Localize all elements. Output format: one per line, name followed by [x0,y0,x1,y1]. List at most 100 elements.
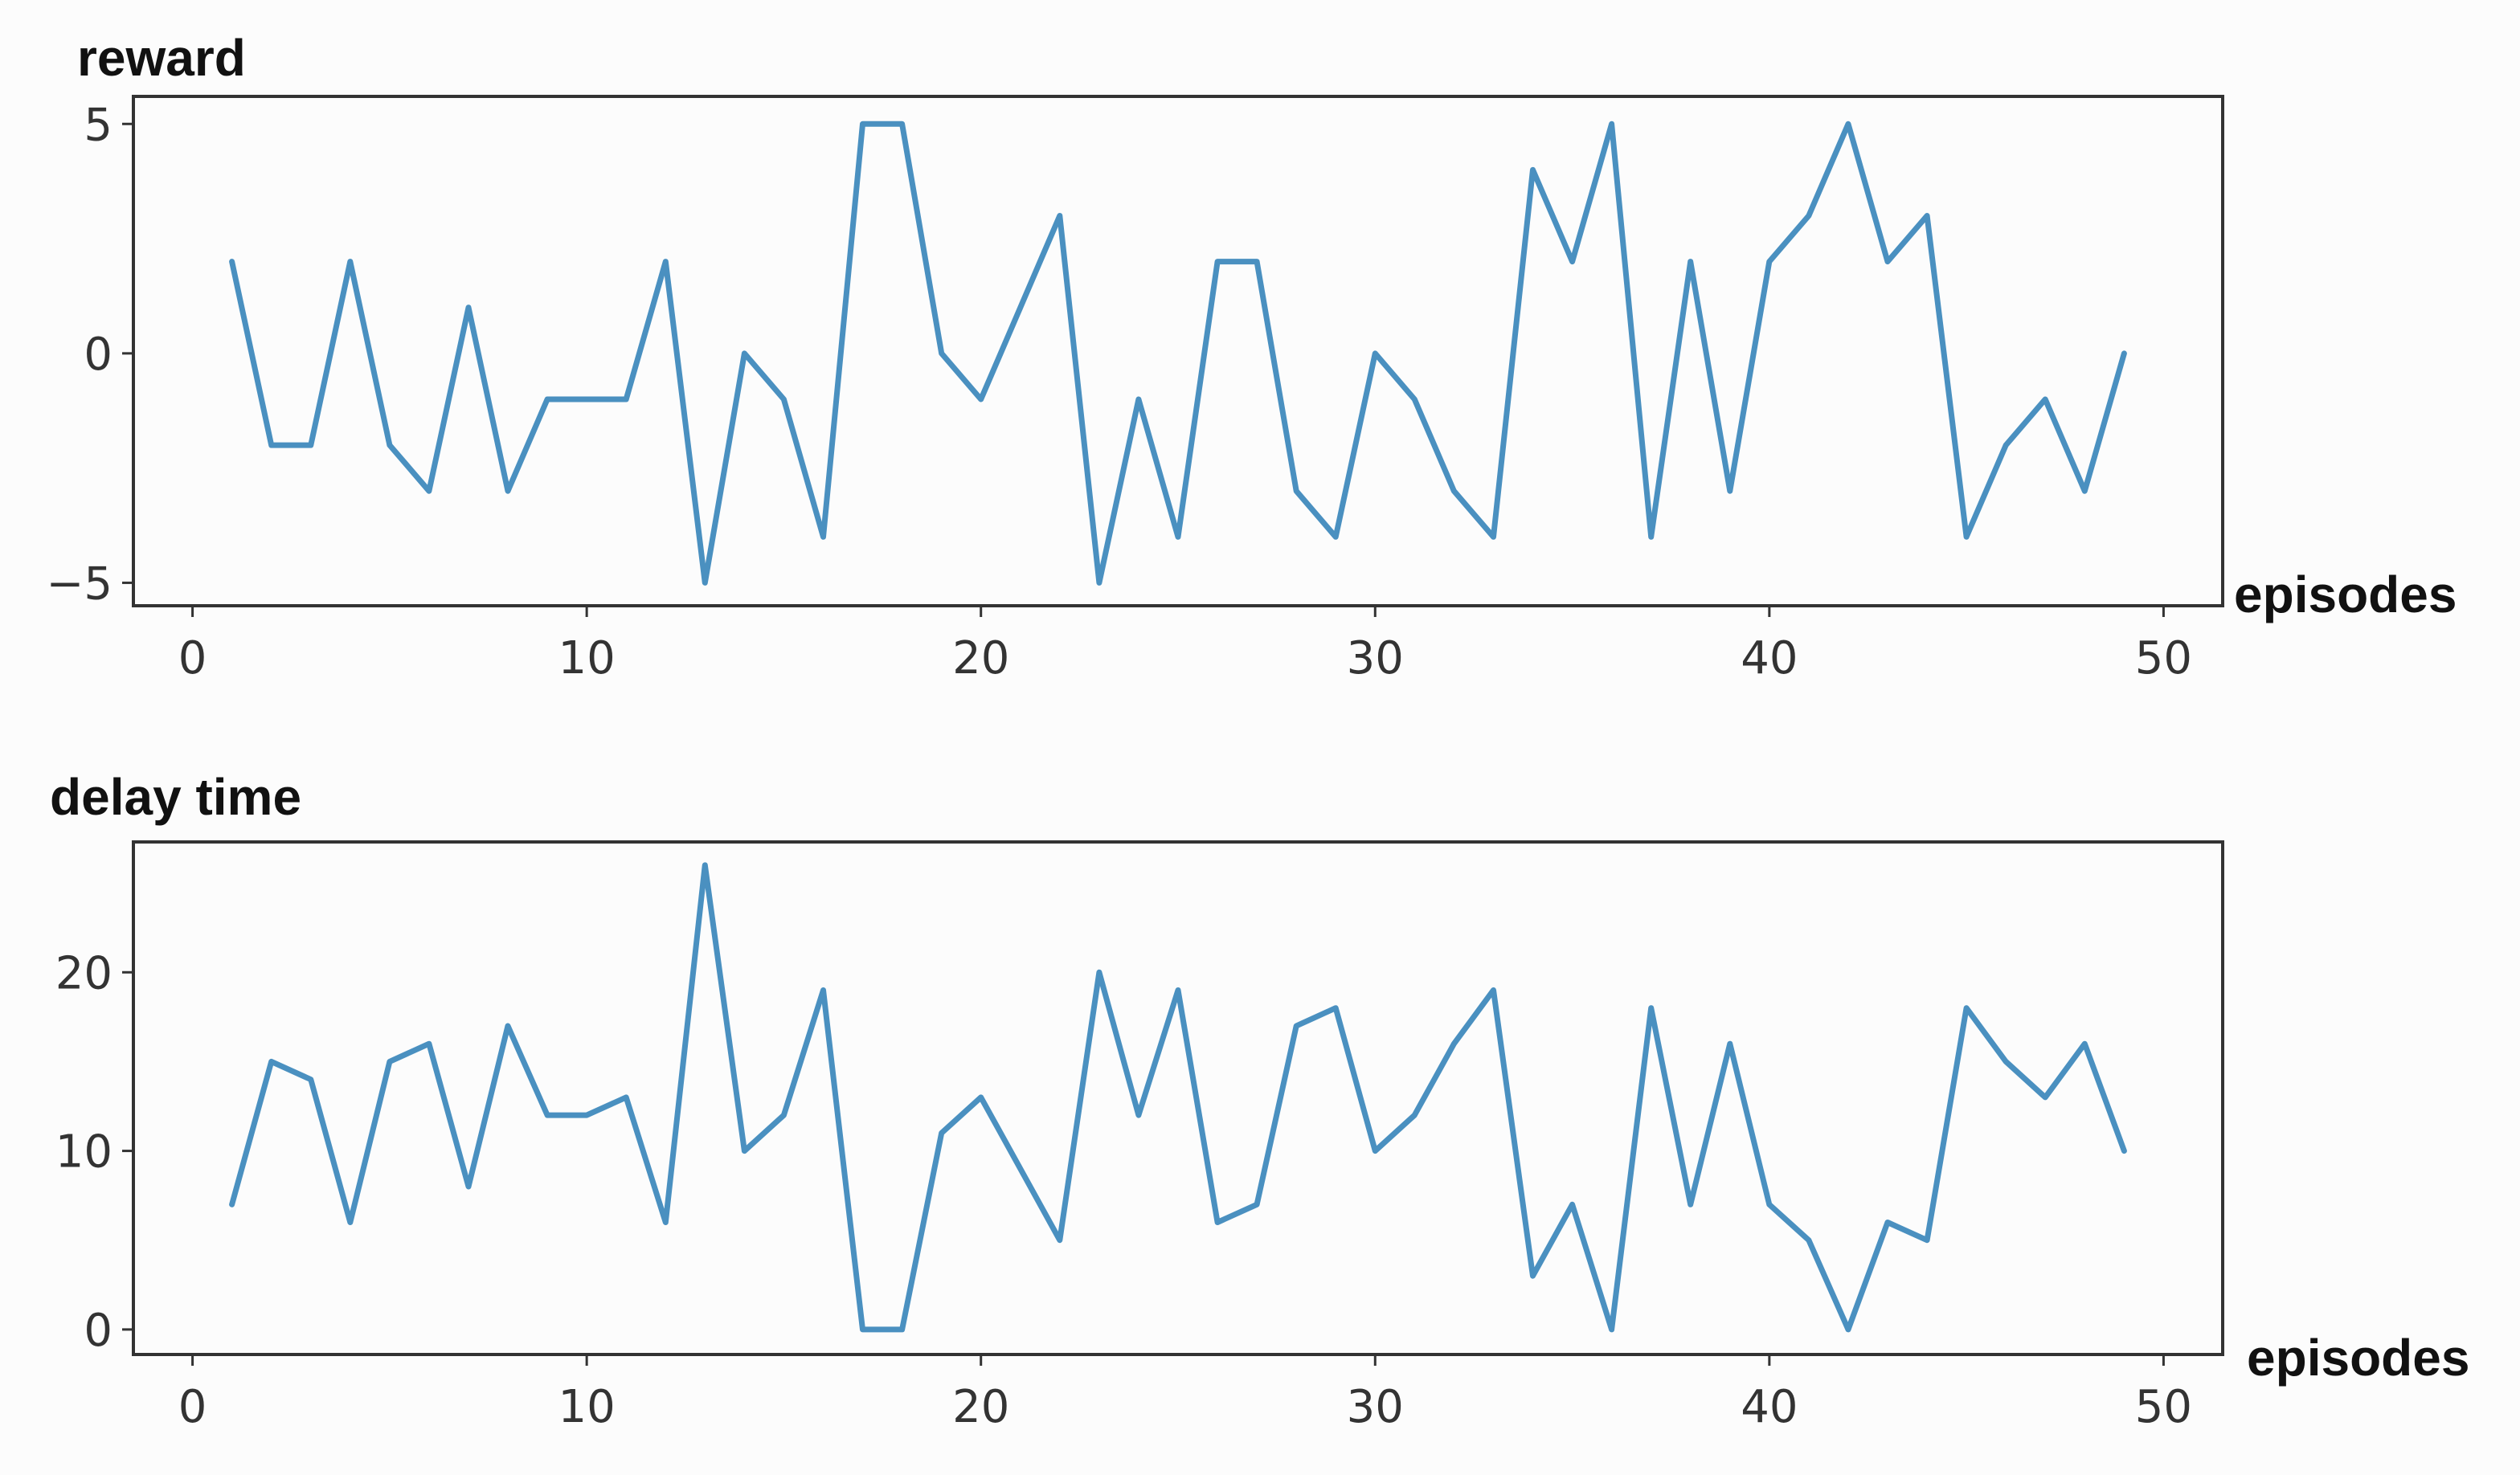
reward-data-point [1295,489,1299,493]
delay-time-x-tick-label: 0 [178,1381,207,1433]
reward-data-point [1413,398,1417,401]
reward-data-point [1176,535,1180,539]
delay-time-data-point [1806,1238,1810,1242]
delay-time-data-point [2083,1042,2087,1046]
reward-data-point [1531,168,1535,172]
delay-time-data-point [1255,1203,1259,1207]
delay-time-data-point [1688,1203,1692,1207]
delay-time-data-point [427,1042,431,1046]
reward-data-point [1806,214,1810,218]
reward-y-axis-label: reward [77,29,246,87]
delay-time-data-point [1295,1024,1299,1028]
reward-x-tick-label: 20 [952,632,1009,684]
reward-data-point [1334,535,1338,539]
reward-data-point [1965,535,1969,539]
reward-data-point [1097,581,1101,585]
reward-data-point [1255,259,1259,264]
delay-time-data-point [1136,1113,1140,1117]
delay-time-data-point [742,1149,747,1153]
delay-time-data-point [1965,1006,1969,1010]
reward-data-point [1767,259,1771,264]
reward-data-point [269,443,273,447]
reward-y-tick-label: 5 [84,99,112,151]
delay-time-data-point [230,1203,234,1207]
reward-data-point [2122,351,2126,355]
reward-data-point [1886,259,1889,264]
delay-time-data-point [467,1185,470,1188]
delay-time-data-point [782,1113,786,1117]
delay-time-data-point [1767,1203,1771,1207]
delay-time-data-point [1018,1167,1022,1171]
delay-time-data-point [387,1060,391,1064]
delay-time-data-point [1649,1006,1653,1010]
reward-data-point [1610,122,1614,126]
delay-time-data-point [2122,1149,2126,1153]
delay-time-data-point [1531,1274,1535,1278]
delay-time-data-point [506,1024,509,1028]
delay-time-data-point [1097,970,1101,974]
delay-time-data-point [1216,1220,1220,1224]
reward-data-point [1373,351,1377,355]
delay-time-data-point [1413,1113,1417,1117]
delay-time-x-tick-label: 40 [1741,1381,1798,1433]
reward-data-point [900,122,904,126]
reward-data-point [742,351,747,355]
delay-time-data-point [1847,1327,1850,1331]
reward-y-ticks: −5 0 5 [46,99,133,610]
delay-time-data-point [624,1095,628,1099]
reward-y-tick-label: −5 [46,558,112,610]
delay-time-data-point [1334,1006,1338,1010]
delay-time-y-tick-label: 10 [55,1126,112,1179]
delay-time-x-ticks: 0 10 20 30 40 50 [178,1354,2192,1433]
reward-data-point [1136,398,1140,401]
delay-time-series-group [229,862,2127,1333]
reward-data-point [2083,489,2087,493]
delay-time-data-point [546,1113,550,1117]
delay-time-data-point [939,1131,943,1135]
reward-panel: reward episodes 0 10 20 30 40 50 −5 0 5 [46,29,2457,684]
reward-data-point [585,398,589,401]
delay-time-data-point [1570,1203,1574,1207]
reward-data-point [1728,489,1732,493]
reward-data-point [703,581,707,585]
reward-data-point [1925,214,1929,218]
reward-x-tick-label: 10 [558,632,616,684]
reward-data-point [1216,259,1220,264]
reward-x-tick-label: 40 [1741,632,1798,684]
delay-time-data-point [1373,1149,1377,1153]
reward-data-point [664,259,668,264]
delay-time-y-tick-label: 20 [55,947,112,999]
reward-x-ticks: 0 10 20 30 40 50 [178,606,2192,684]
reward-x-axis-label: episodes [2234,566,2457,623]
delay-time-plot-frame [132,840,2224,1356]
delay-time-data-point [1728,1042,1732,1046]
delay-time-data-point [1452,1042,1456,1046]
delay-time-data-point [664,1220,668,1224]
delay-time-y-axis-label: delay time [50,768,301,826]
delay-time-x-tick-label: 50 [2135,1381,2192,1433]
delay-time-panel: delay time episodes 0 10 20 30 40 50 0 10 20 [50,768,2469,1433]
reward-data-point [1847,122,1850,126]
reward-data-point [782,398,786,401]
reward-data-point [506,489,509,493]
reward-data-point [230,259,234,264]
reward-data-point [979,398,983,401]
delay-time-x-tick-label: 30 [1347,1381,1404,1433]
reward-series-group [229,121,2127,586]
delay-time-data-point [1176,988,1180,992]
reward-data-point [624,398,628,401]
delay-time-x-axis-label: episodes [2247,1329,2469,1387]
delay-time-data-point [1058,1238,1062,1242]
delay-time-data-point [861,1327,865,1331]
delay-time-data-point [2004,1060,2008,1064]
delay-time-data-point [703,863,707,867]
reward-data-point [467,305,470,309]
reward-data-point [1688,259,1692,264]
reward-data-point [387,443,391,447]
delay-time-data-point [1886,1220,1889,1224]
reward-data-point [1018,305,1022,309]
delay-time-data-point [1491,988,1495,992]
reward-y-tick-label: 0 [84,329,112,381]
reward-data-point [1491,535,1495,539]
